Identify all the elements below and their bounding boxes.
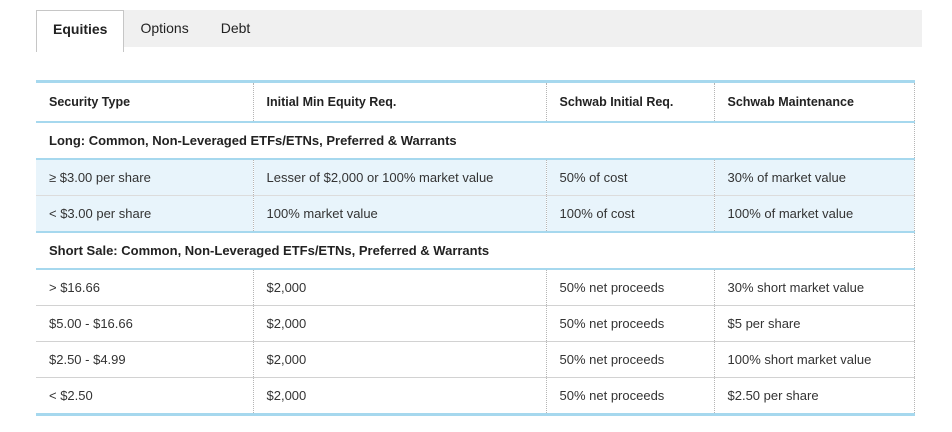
cell-schwab-maintenance: 100% short market value <box>713 341 915 378</box>
cell-schwab-initial: 50% net proceeds <box>545 305 714 342</box>
cell-schwab-initial: 50% net proceeds <box>545 377 714 415</box>
column-header-initial-min-equity: Initial Min Equity Req. <box>252 81 546 122</box>
cell-security-type: ≥ $3.00 per share <box>36 159 253 196</box>
cell-schwab-maintenance: 30% short market value <box>713 269 915 306</box>
cell-security-type: > $16.66 <box>36 269 253 306</box>
cell-initial-min-equity: $2,000 <box>252 341 546 378</box>
cell-security-type: < $3.00 per share <box>36 195 253 232</box>
cell-schwab-initial: 50% net proceeds <box>545 269 714 306</box>
cell-security-type: $5.00 - $16.66 <box>36 305 253 342</box>
tab-bar: Equities Options Debt <box>36 10 922 52</box>
cell-initial-min-equity: $2,000 <box>252 377 546 415</box>
column-header-security-type: Security Type <box>49 95 131 109</box>
cell-schwab-initial: 50% net proceeds <box>545 341 714 378</box>
section-header-long: Long: Common, Non-Leveraged ETFs/ETNs, P… <box>36 122 915 159</box>
cell-schwab-maintenance: 30% of market value <box>713 159 915 196</box>
section-header-label: Short Sale: Common, Non-Leveraged ETFs/E… <box>36 232 915 269</box>
section-header-label: Long: Common, Non-Leveraged ETFs/ETNs, P… <box>36 122 915 159</box>
cell-schwab-initial: 50% of cost <box>545 159 714 196</box>
section-header-short-sale: Short Sale: Common, Non-Leveraged ETFs/E… <box>36 232 915 269</box>
cell-initial-min-equity: 100% market value <box>252 195 546 232</box>
cell-schwab-initial: 100% of cost <box>545 195 714 232</box>
table-row: $5.00 - $16.66 $2,000 50% net proceeds $… <box>36 305 915 342</box>
column-header-schwab-initial: Schwab Initial Req. <box>545 81 714 122</box>
cell-schwab-maintenance: $2.50 per share <box>713 377 915 415</box>
table-row: < $3.00 per share 100% market value 100%… <box>36 195 915 232</box>
tab-options[interactable]: Options <box>140 20 189 36</box>
cell-schwab-maintenance: $5 per share <box>713 305 915 342</box>
table-row: > $16.66 $2,000 50% net proceeds 30% sho… <box>36 269 915 306</box>
tab-equities[interactable]: Equities <box>36 10 125 52</box>
table-row: < $2.50 $2,000 50% net proceeds $2.50 pe… <box>36 377 915 415</box>
table-row: $2.50 - $4.99 $2,000 50% net proceeds 10… <box>36 341 915 378</box>
tab-debt[interactable]: Debt <box>220 20 251 36</box>
table-row: ≥ $3.00 per share Lesser of $2,000 or 10… <box>36 159 915 196</box>
cell-initial-min-equity: Lesser of $2,000 or 100% market value <box>252 159 546 196</box>
column-header-schwab-maintenance: Schwab Maintenance <box>713 81 915 122</box>
cell-schwab-maintenance: 100% of market value <box>713 195 915 232</box>
cell-security-type: < $2.50 <box>36 377 253 415</box>
equity-requirements-table: Security Type Initial Min Equity Req. Sc… <box>36 80 915 416</box>
cell-initial-min-equity: $2,000 <box>252 305 546 342</box>
cell-initial-min-equity: $2,000 <box>252 269 546 306</box>
table-header-row: Security Type Initial Min Equity Req. Sc… <box>36 81 915 122</box>
cell-security-type: $2.50 - $4.99 <box>36 341 253 378</box>
